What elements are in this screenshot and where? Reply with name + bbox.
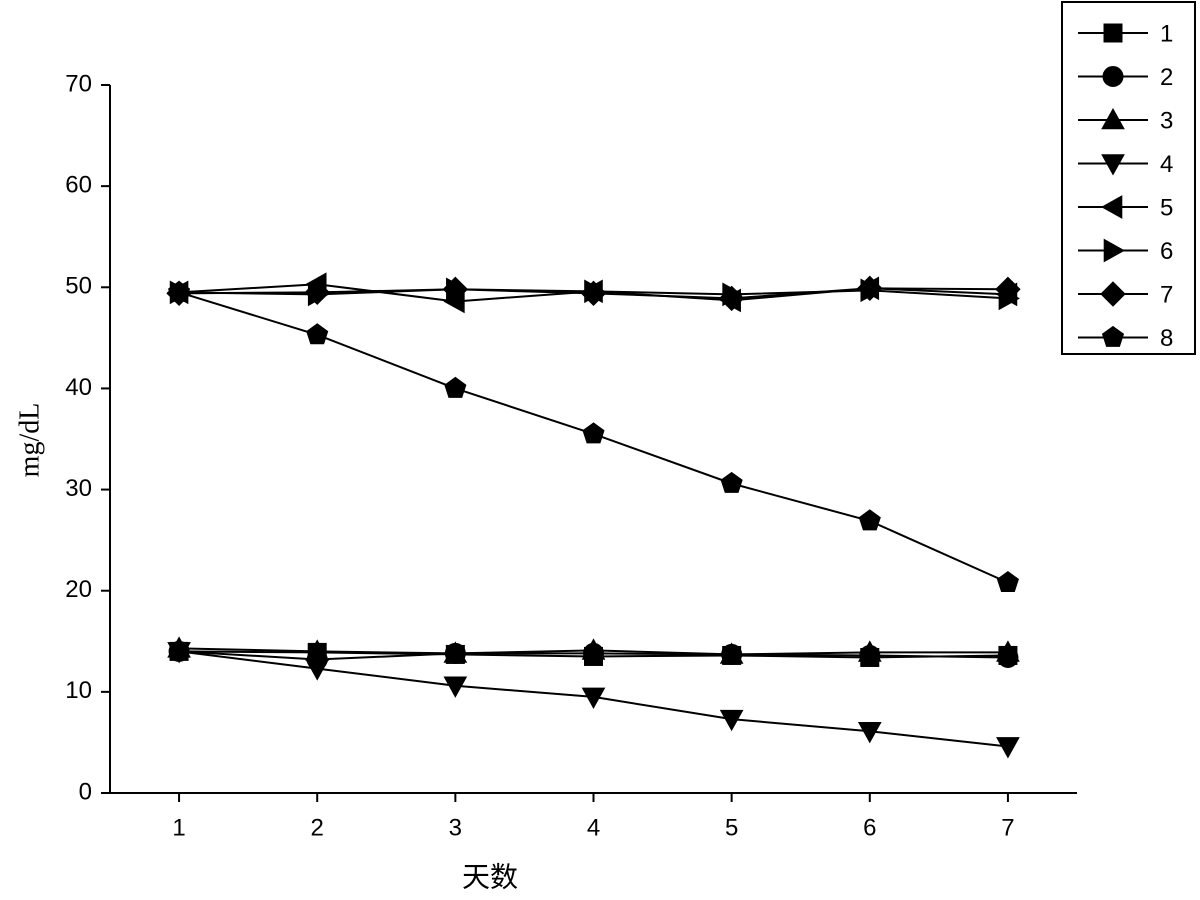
legend-marker <box>1103 238 1126 263</box>
y-tick-label: 20 <box>65 576 92 603</box>
marker <box>168 280 191 302</box>
legend-marker <box>1101 107 1125 130</box>
y-axis-label: mg/dL <box>14 403 45 478</box>
marker <box>443 676 468 698</box>
legend-marker <box>1101 325 1125 347</box>
x-axis-label: 天数 <box>462 861 518 893</box>
y-tick-label: 60 <box>65 171 92 198</box>
marker <box>858 509 881 531</box>
legend-label: 1 <box>1160 20 1173 47</box>
legend-label: 6 <box>1160 238 1173 265</box>
x-tick-label: 7 <box>1001 814 1014 841</box>
marker <box>167 642 191 664</box>
y-tick-label: 0 <box>79 778 92 805</box>
x-tick-label: 2 <box>311 814 324 841</box>
legend-marker <box>1100 195 1123 219</box>
x-tick-label: 1 <box>172 814 185 841</box>
marker <box>442 276 469 303</box>
legend-label: 8 <box>1160 325 1173 352</box>
marker <box>857 722 882 744</box>
y-tick-label: 40 <box>65 374 92 401</box>
y-tick-label: 50 <box>65 273 92 300</box>
marker <box>580 280 607 307</box>
marker <box>720 471 743 493</box>
legend-marker <box>1102 66 1124 87</box>
legend-marker <box>1103 23 1123 43</box>
marker <box>443 641 468 663</box>
marker <box>582 422 605 444</box>
x-tick-label: 5 <box>725 814 738 841</box>
marker <box>305 659 330 681</box>
y-tick-label: 10 <box>65 677 92 704</box>
marker <box>444 376 467 398</box>
legend-box <box>1061 1 1196 355</box>
marker <box>306 323 329 345</box>
marker <box>995 276 1021 303</box>
legend-label: 7 <box>1160 281 1173 308</box>
marker <box>857 640 882 662</box>
x-tick-label: 6 <box>863 814 876 841</box>
x-tick-label: 3 <box>449 814 462 841</box>
marker <box>996 640 1020 662</box>
marker <box>718 285 745 312</box>
marker <box>857 275 883 302</box>
legend-label: 4 <box>1160 151 1173 178</box>
legend-label: 3 <box>1160 107 1173 134</box>
marker <box>304 279 330 306</box>
y-tick-label: 70 <box>65 70 92 97</box>
marker <box>996 737 1020 759</box>
y-tick-label: 30 <box>65 475 92 502</box>
legend-marker <box>1100 281 1126 307</box>
x-tick-label: 4 <box>587 814 600 841</box>
marker <box>719 709 744 732</box>
marker <box>581 687 606 709</box>
marker <box>719 642 744 664</box>
legend-marker <box>1101 154 1125 176</box>
legend-label: 5 <box>1160 194 1173 221</box>
legend-label: 2 <box>1160 64 1173 91</box>
marker <box>581 638 606 660</box>
marker <box>996 571 1019 593</box>
